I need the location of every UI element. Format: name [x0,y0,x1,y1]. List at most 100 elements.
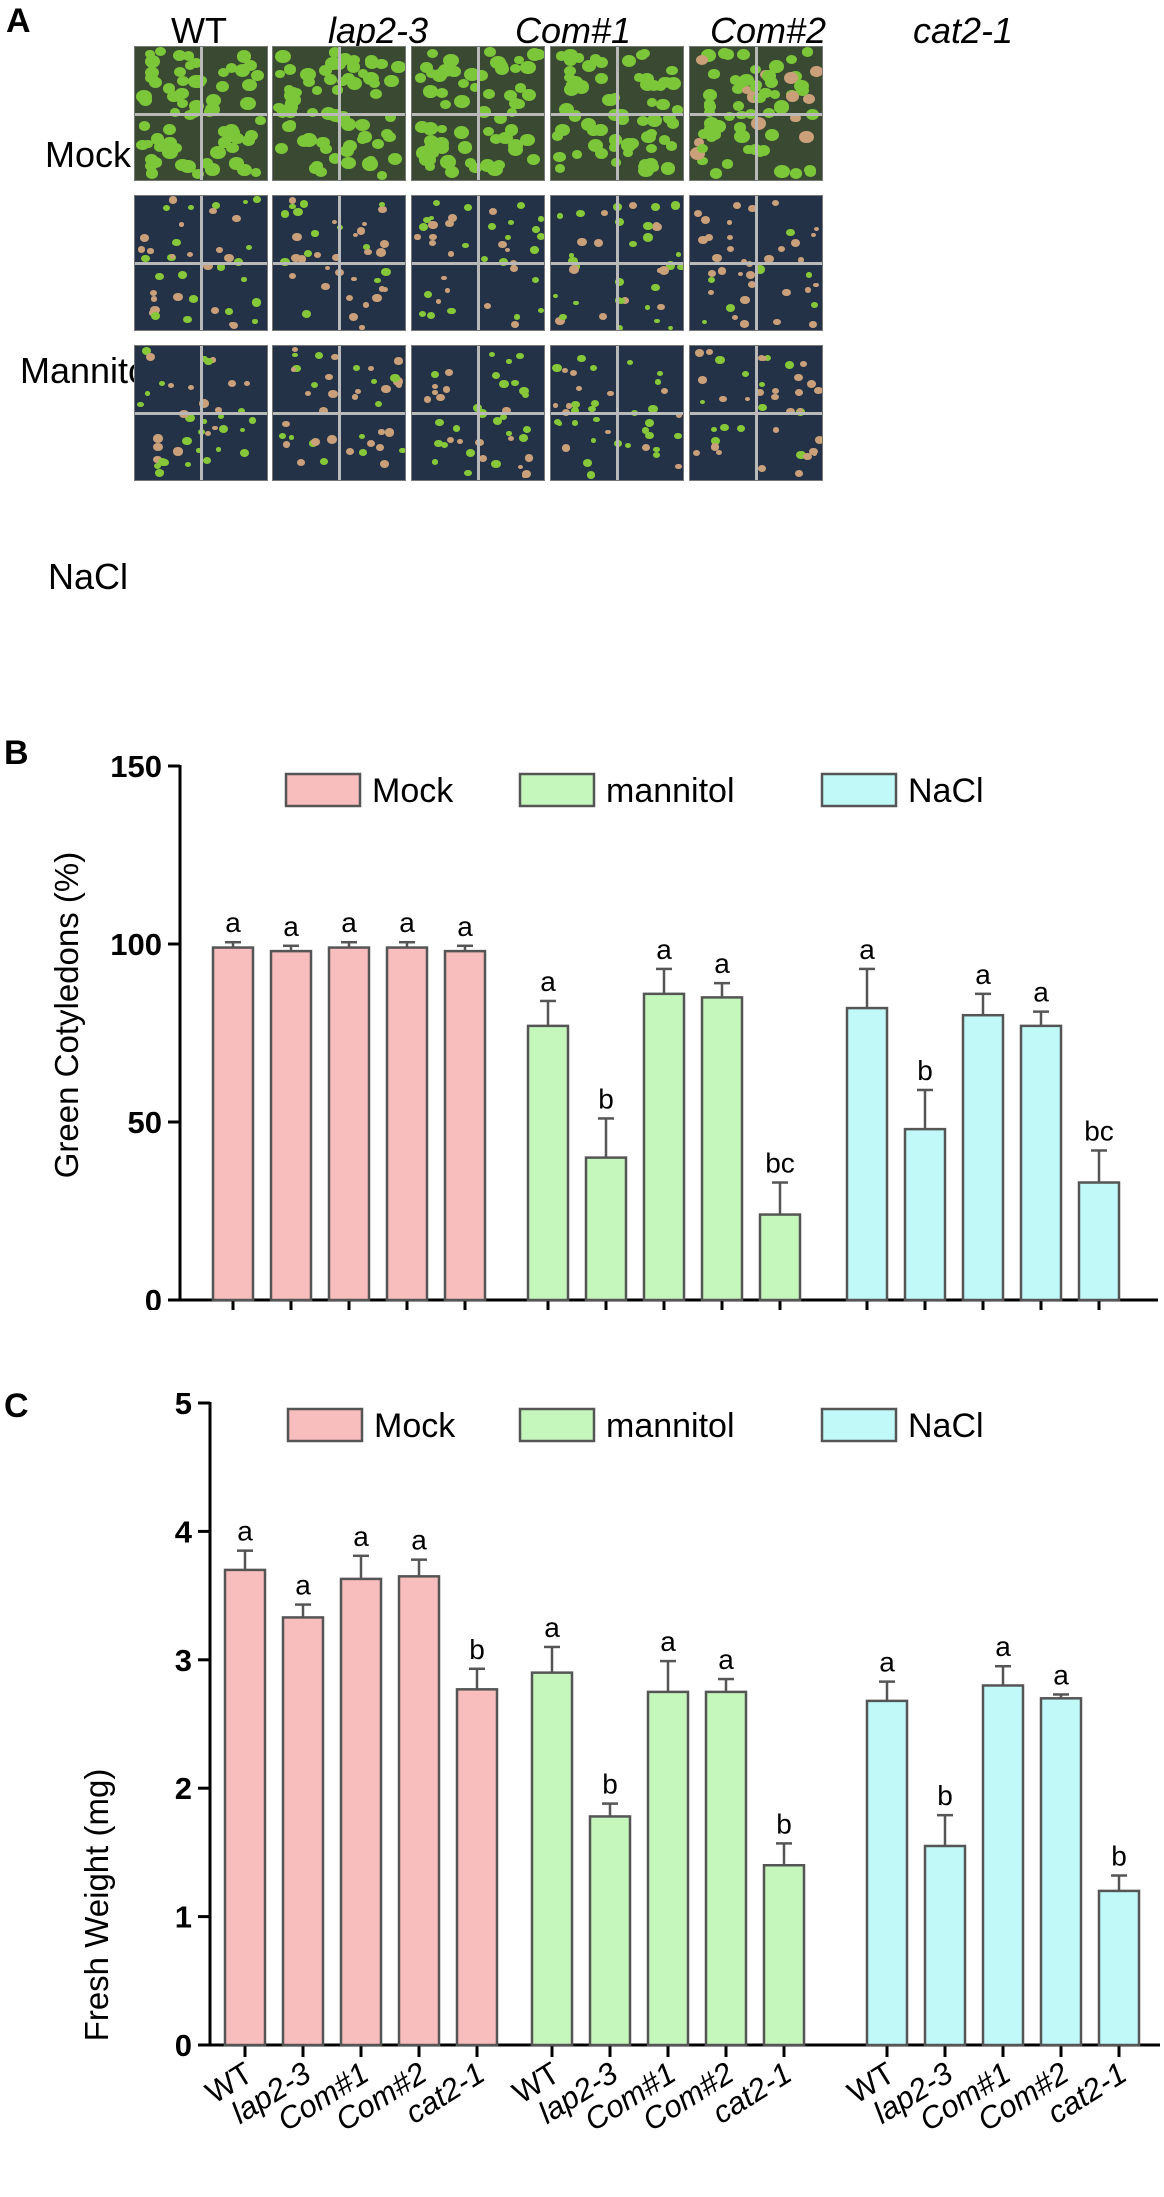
legend-label: Mock [374,1407,456,1445]
seedling-plate-photo [134,46,268,181]
seedling-dot [741,85,752,95]
seedling-dot [721,158,734,169]
significance-letter: b [917,1055,933,1086]
seedling-dot [693,137,704,147]
seedling-dot [226,142,239,154]
seedling-plate-photo [689,46,823,181]
y-tick-label: 3 [175,1643,192,1678]
seedling-dot [241,78,257,92]
seedling-dot [303,250,313,258]
seedling-dot [790,239,801,248]
seedling-dot [152,442,163,452]
seedling-dot [346,61,361,73]
seedling-dot [800,361,808,368]
seedling-dot [444,166,460,179]
bar [223,1568,267,2047]
y-tick-label: 0 [175,2028,192,2063]
seedling-dot [434,440,443,448]
seedling-dot [490,134,503,145]
seedling-dot [384,428,395,437]
seedling-dot [488,207,498,216]
seedling-dot [229,157,244,170]
significance-letter: b [469,1634,485,1665]
seedling-dot [428,148,440,158]
seedling-dot [446,436,455,443]
bar [903,1127,947,1302]
seedling-dot [225,308,234,315]
seedling-dot [137,402,144,408]
seedling-dot [654,319,660,324]
seedling-dot [392,377,403,386]
seedling-plate-photo [134,195,268,331]
seedling-dot [383,74,399,88]
seedling-dot [742,371,750,377]
seedling-dot [614,278,624,286]
seedling-dot [717,267,727,275]
seedling-dot [423,216,431,224]
seedling-dot [693,450,701,457]
seedling-dot [255,116,266,125]
seedling-dot [185,413,195,422]
seedling-dot [618,298,626,305]
y-tick-label: 4 [175,1514,193,1549]
seedling-plate-photo [411,46,545,181]
seedling-dot [378,286,385,292]
panel-b-letter: B [4,734,29,772]
y-tick-label: 5 [175,1386,192,1421]
seedling-dot [358,131,372,143]
seedling-dot [457,78,470,89]
seedling-dot [153,463,162,470]
seedling-dot [769,60,784,73]
seedling-dot [510,321,519,328]
plate-grid-line [273,262,405,265]
seedling-dot [698,376,707,384]
seedling-dot [756,388,765,396]
chart-green-cotyledons: B Green Cotyledons (%) Mock mannitol NaCl … [4,734,1158,1310]
seedling-dot [517,201,526,210]
seedling-dot [244,129,258,141]
seedling-dot [772,427,779,433]
seedling-dot [323,74,337,86]
seedling-dot [196,448,202,453]
seedling-dot [504,124,519,136]
column-label-lap2-3: lap2-3 [327,10,429,51]
seedling-dot [274,49,291,64]
seedling-dot [139,94,153,106]
seedling-dot [563,54,578,67]
seedling-dot [173,447,183,456]
seedling-dot [137,246,146,254]
seedling-dot [577,354,587,363]
seedling-dot [591,400,599,407]
seedling-dot [783,71,798,84]
seedling-dot [573,80,590,94]
seedling-dot [216,81,230,93]
seedling-dot [243,59,257,72]
seedling-dot [364,249,372,256]
seedling-dot [587,139,603,152]
seedling-dot [144,55,161,69]
seedling-dot [700,216,711,224]
seedling-plate-photo [411,195,545,331]
seedling-dot [658,77,672,89]
seedling-dot [390,374,400,383]
seedling-dot [702,319,708,325]
seedling-dot [730,75,742,85]
seedling-dot [150,296,157,302]
plate-grid-line [412,262,544,265]
seedling-dot [709,168,722,179]
seedling-dot [289,87,300,97]
y-tick-label: 1 [175,1900,192,1935]
seedling-dot [764,355,772,362]
seedling-dot [675,412,683,419]
seedling-dot [748,281,757,289]
seedling-dot [642,221,653,231]
seedling-dot [786,407,795,416]
legend-label: mannitol [606,1407,735,1445]
bar [1039,1697,1083,2047]
seedling-dot [211,425,218,431]
seedling-dot [551,131,564,141]
plate-grid-line [412,112,544,116]
seedling-dot [647,80,660,91]
seedling-dot [230,132,244,145]
seedling-dot [636,115,649,127]
